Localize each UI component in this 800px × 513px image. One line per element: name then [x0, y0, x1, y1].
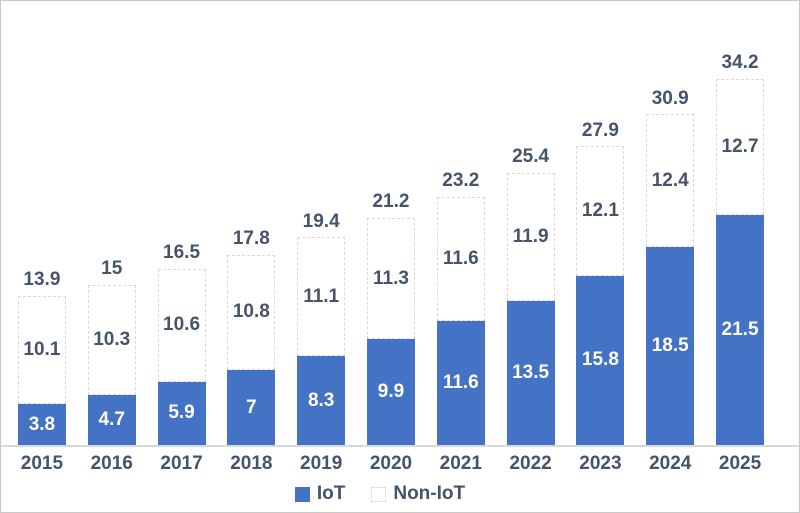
- noniot-value-label: 11.3: [373, 267, 409, 289]
- iot-bar-segment: 21.5: [716, 215, 765, 445]
- noniot-bar-segment: 12.7: [716, 79, 765, 215]
- legend-item-noniot: Non-IoT: [371, 483, 465, 505]
- total-label: 16.5: [163, 241, 201, 263]
- total-label: 15: [101, 257, 123, 279]
- bar-group-2017: 16.5 10.6 5.9: [147, 1, 217, 445]
- total-label: 19.4: [302, 210, 340, 232]
- category-label-2022: 2022: [509, 453, 552, 474]
- category-label-2019: 2019: [300, 453, 343, 474]
- bar-group-2019: 19.4 11.1 8.3: [286, 1, 356, 445]
- plot-area: 13.9 10.1 3.8 15 10.3 4.7 16.5 10.6 5.9 17.8 10.8 7…: [1, 1, 799, 445]
- iot-bar-segment: 13.5: [506, 300, 555, 445]
- legend-label-iot: IoT: [316, 483, 346, 504]
- legend-item-iot: IoT: [294, 483, 346, 505]
- iot-bar-segment: 4.7: [87, 394, 136, 445]
- category-axis: 2015 2016 2017 2018 2019 2020 2021 2022 2023 2024…: [1, 453, 799, 475]
- iot-value-label: 4.7: [98, 408, 125, 430]
- iot-value-label: 5.9: [168, 402, 195, 424]
- iot-bar-segment: 3.8: [17, 404, 66, 445]
- total-label: 13.9: [23, 269, 61, 291]
- iot-bar-segment: 11.6: [436, 320, 485, 445]
- noniot-value-label: 12.7: [721, 136, 759, 158]
- iot-bar-segment: 15.8: [576, 275, 625, 445]
- category-label-2017: 2017: [160, 453, 203, 474]
- noniot-bar-segment: 11.6: [436, 196, 485, 321]
- bar-group-2020: 21.2 11.3 9.9: [356, 1, 426, 445]
- iot-bar-segment: 9.9: [366, 339, 415, 445]
- iot-value-label: 9.9: [377, 381, 405, 403]
- iot-value-label: 3.8: [28, 413, 56, 435]
- iot-bar-segment: 7: [227, 370, 276, 445]
- bar-group-2018: 17.8 10.8 7: [216, 1, 286, 445]
- category-label-2018: 2018: [230, 453, 273, 474]
- bar-group-2023: 27.9 12.1 15.8: [566, 1, 636, 445]
- noniot-bar-segment: 11.3: [366, 218, 415, 340]
- noniot-value-label: 12.1: [581, 200, 619, 222]
- noniot-value-label: 12.4: [651, 169, 689, 191]
- total-label: 23.2: [442, 169, 480, 191]
- bar-group-2022: 25.4 11.9 13.5: [496, 1, 566, 445]
- legend: IoT Non-IoT: [1, 483, 779, 505]
- noniot-bar-segment: 12.1: [576, 146, 625, 276]
- category-label-2025: 2025: [718, 453, 762, 474]
- category-label-2024: 2024: [649, 453, 692, 474]
- noniot-value-label: 10.3: [93, 328, 131, 350]
- noniot-bar-segment: 10.8: [227, 254, 276, 371]
- noniot-value-label: 10.1: [23, 339, 61, 361]
- noniot-bar-segment: 10.6: [157, 268, 206, 382]
- iot-bar-segment: 8.3: [297, 356, 346, 445]
- noniot-bar-segment: 10.1: [17, 296, 66, 405]
- bar-group-2015: 13.9 10.1 3.8: [7, 1, 77, 445]
- iot-bar-segment: 5.9: [157, 381, 206, 445]
- bar-group-2016: 15 10.3 4.7: [77, 1, 147, 445]
- noniot-bar-segment: 12.4: [646, 114, 695, 248]
- iot-value-label: 18.5: [651, 335, 689, 357]
- noniot-bar-segment: 11.1: [297, 237, 346, 357]
- total-label: 27.9: [581, 119, 619, 141]
- bar-group-2025: 34.2 12.7 21.5: [705, 1, 775, 445]
- noniot-value-label: 10.8: [232, 301, 270, 323]
- total-label: 21.2: [372, 191, 410, 213]
- iot-swatch-icon: [294, 486, 310, 502]
- total-label: 34.2: [721, 52, 759, 74]
- iot-value-label: 11.6: [442, 371, 479, 393]
- noniot-value-label: 11.6: [442, 247, 479, 269]
- legend-label-noniot: Non-IoT: [393, 483, 466, 504]
- iot-bar-segment: 18.5: [646, 247, 695, 445]
- category-label-2023: 2023: [579, 453, 622, 474]
- total-label: 25.4: [512, 146, 550, 168]
- noniot-value-label: 10.6: [163, 314, 201, 336]
- noniot-bar-segment: 11.9: [506, 173, 555, 301]
- noniot-bar-segment: 10.3: [87, 284, 136, 395]
- bar-group-2021: 23.2 11.6 11.6: [426, 1, 496, 445]
- bar-group-2024: 30.9 12.4 18.5: [635, 1, 705, 445]
- noniot-swatch-icon: [371, 486, 387, 502]
- total-label: 30.9: [651, 87, 689, 109]
- iot-value-label: 13.5: [512, 361, 550, 383]
- noniot-value-label: 11.9: [512, 225, 549, 247]
- noniot-value-label: 11.1: [303, 285, 340, 307]
- category-label-2015: 2015: [20, 453, 64, 474]
- total-label: 17.8: [232, 227, 270, 249]
- iot-value-label: 7: [246, 396, 257, 418]
- category-label-2016: 2016: [90, 453, 133, 474]
- x-axis-line: [1, 445, 799, 447]
- iot-value-label: 8.3: [307, 389, 335, 411]
- iot-value-label: 21.5: [721, 319, 759, 340]
- iot-value-label: 15.8: [581, 349, 619, 371]
- category-label-2021: 2021: [439, 453, 482, 474]
- category-label-2020: 2020: [369, 453, 413, 474]
